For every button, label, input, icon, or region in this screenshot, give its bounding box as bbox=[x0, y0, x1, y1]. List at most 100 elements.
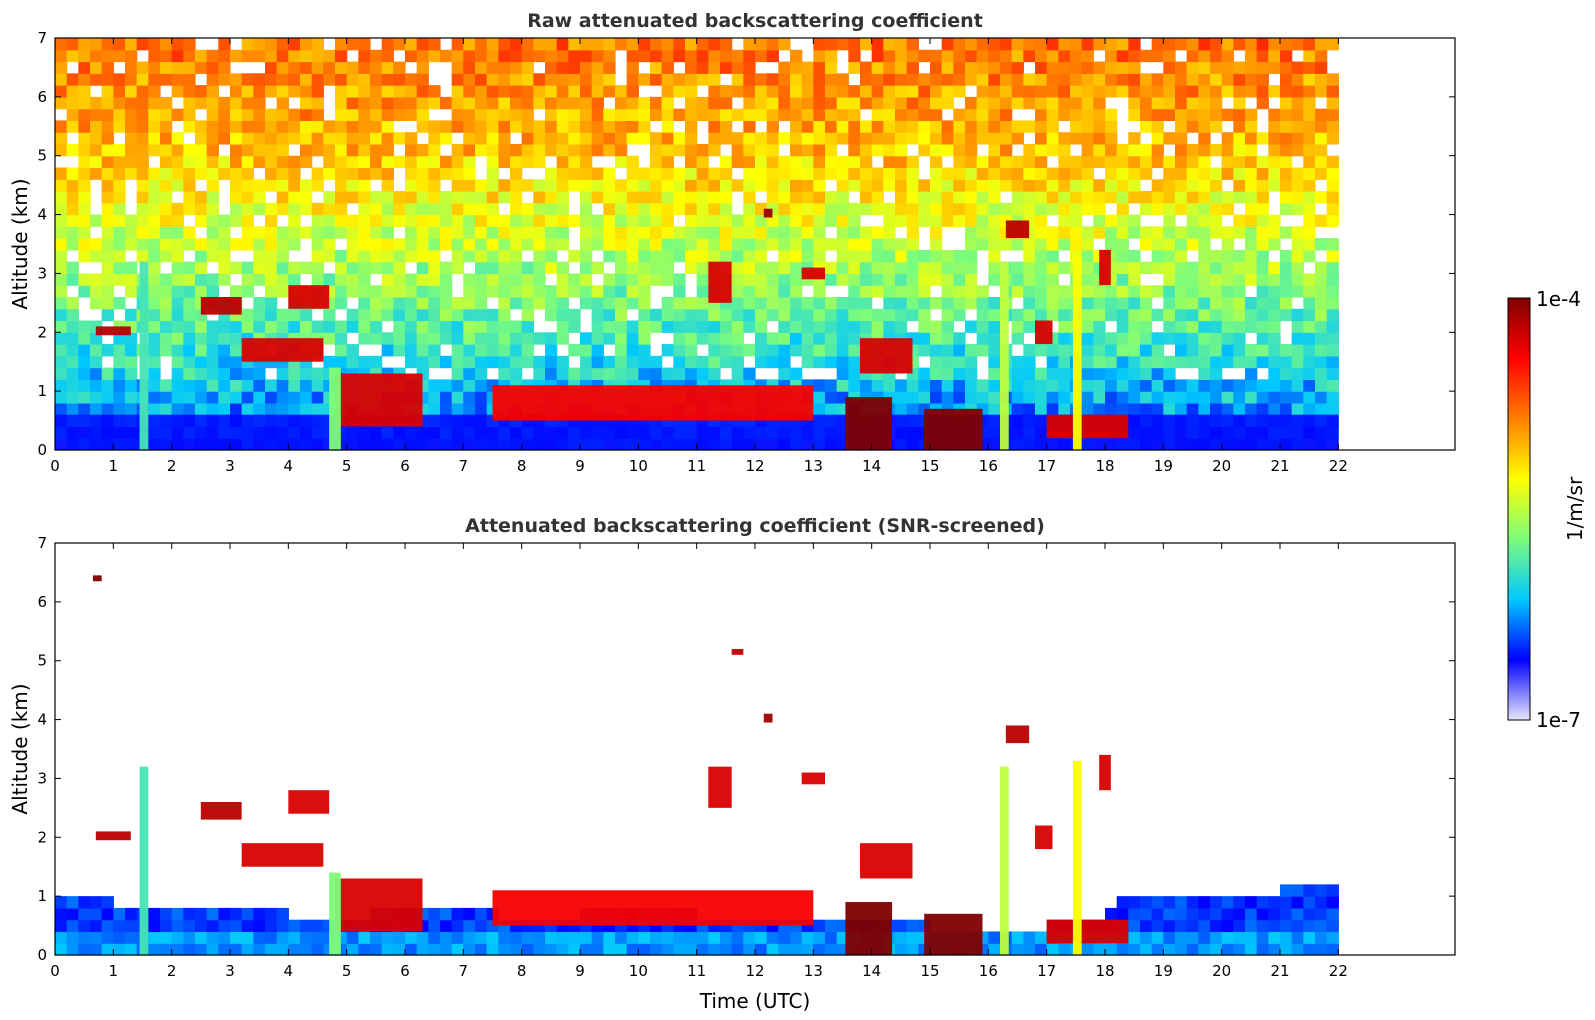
heatmap-cell bbox=[1011, 379, 1024, 392]
heatmap-cell bbox=[673, 367, 686, 380]
heatmap-cell bbox=[1058, 285, 1071, 298]
heatmap-cell bbox=[288, 202, 301, 216]
heatmap-cell bbox=[311, 379, 324, 392]
heatmap-cell bbox=[475, 120, 488, 133]
heatmap-cell bbox=[778, 332, 791, 345]
heatmap-cell bbox=[55, 179, 68, 192]
heatmap-cell bbox=[90, 167, 103, 180]
heatmap-cell bbox=[486, 143, 499, 157]
heatmap-cell bbox=[1140, 155, 1153, 169]
heatmap-cell bbox=[1291, 332, 1304, 345]
heatmap-cell bbox=[615, 344, 628, 357]
heatmap-cell bbox=[393, 320, 406, 333]
heatmap-cell bbox=[451, 907, 464, 921]
heatmap-cell bbox=[685, 167, 698, 180]
heatmap-cell bbox=[475, 931, 488, 944]
heatmap-cell bbox=[813, 238, 826, 251]
heatmap-cell bbox=[860, 38, 873, 51]
heatmap-cell bbox=[55, 61, 68, 74]
heatmap-cell bbox=[988, 38, 1001, 51]
heatmap-cell bbox=[1058, 132, 1071, 145]
heatmap-cell bbox=[1221, 73, 1234, 86]
heatmap-cell bbox=[591, 73, 604, 86]
heatmap-cell bbox=[755, 167, 768, 180]
heatmap-cell bbox=[1163, 49, 1176, 63]
heatmap-cell bbox=[1151, 132, 1164, 145]
heatmap-cell bbox=[195, 332, 208, 345]
heatmap-cell bbox=[895, 167, 908, 180]
heatmap-cell bbox=[1268, 49, 1281, 63]
heatmap-cell bbox=[1210, 143, 1223, 157]
heatmap-cell bbox=[440, 132, 453, 145]
heatmap-cell bbox=[78, 179, 91, 192]
heatmap-cell bbox=[475, 61, 488, 74]
heatmap-cell bbox=[300, 108, 313, 121]
panel-raw-ylabel: Altitude (km) bbox=[8, 178, 32, 309]
heatmap-cell bbox=[1128, 379, 1141, 392]
heatmap-cell bbox=[638, 285, 651, 298]
heatmap-cell bbox=[580, 355, 593, 369]
heatmap-cell bbox=[498, 308, 511, 322]
raw-cloud-8 bbox=[763, 208, 773, 218]
heatmap-cell bbox=[720, 61, 733, 74]
heatmap-cell bbox=[1210, 896, 1223, 909]
heatmap-cell bbox=[78, 155, 91, 169]
heatmap-cell bbox=[183, 261, 196, 275]
heatmap-cell bbox=[813, 179, 826, 192]
heatmap-cell bbox=[66, 273, 79, 286]
heatmap-cell bbox=[1046, 96, 1059, 110]
heatmap-cell bbox=[300, 73, 313, 86]
heatmap-cell bbox=[556, 108, 569, 121]
heatmap-cell bbox=[276, 202, 289, 216]
heatmap-cell bbox=[976, 226, 989, 239]
heatmap-cell bbox=[673, 85, 686, 98]
heatmap-cell bbox=[871, 285, 884, 298]
heatmap-cell bbox=[1175, 179, 1188, 192]
heatmap-cell bbox=[1186, 49, 1199, 63]
heatmap-cell bbox=[1035, 49, 1048, 63]
heatmap-cell bbox=[125, 261, 138, 275]
heatmap-cell bbox=[1186, 355, 1199, 369]
heatmap-cell bbox=[790, 931, 803, 944]
heatmap-cell bbox=[451, 296, 464, 310]
heatmap-cell bbox=[813, 308, 826, 322]
heatmap-cell bbox=[685, 943, 698, 956]
heatmap-cell bbox=[428, 261, 441, 275]
heatmap-cell bbox=[673, 202, 686, 216]
heatmap-cell bbox=[568, 73, 581, 86]
heatmap-cell bbox=[1280, 907, 1293, 921]
heatmap-cell bbox=[276, 108, 289, 121]
heatmap-cell bbox=[941, 143, 954, 157]
heatmap-cell bbox=[533, 132, 546, 145]
heatmap-cell bbox=[521, 38, 534, 51]
heatmap-cell bbox=[253, 919, 266, 933]
heatmap-cell bbox=[1245, 907, 1258, 921]
heatmap-cell bbox=[183, 367, 196, 380]
heatmap-cell bbox=[755, 355, 768, 369]
heatmap-cell bbox=[988, 249, 1001, 263]
heatmap-cell bbox=[965, 49, 978, 63]
heatmap-cell bbox=[1081, 85, 1094, 98]
heatmap-cell bbox=[650, 367, 663, 380]
heatmap-cell bbox=[311, 214, 324, 227]
x-tick-label: 10 bbox=[629, 457, 648, 475]
heatmap-cell bbox=[790, 296, 803, 310]
heatmap-cell bbox=[615, 85, 628, 98]
heatmap-cell bbox=[848, 249, 861, 263]
heatmap-cell bbox=[930, 238, 943, 251]
heatmap-cell bbox=[1000, 85, 1013, 98]
heatmap-cell bbox=[498, 214, 511, 227]
heatmap-cell bbox=[731, 273, 744, 286]
heatmap-cell bbox=[1011, 273, 1024, 286]
heatmap-cell bbox=[1291, 249, 1304, 263]
heatmap-cell bbox=[405, 38, 418, 51]
heatmap-cell bbox=[580, 85, 593, 98]
heatmap-cell bbox=[1035, 273, 1048, 286]
heatmap-cell bbox=[113, 49, 126, 63]
heatmap-cell bbox=[230, 907, 243, 921]
heatmap-cell bbox=[1291, 38, 1304, 51]
heatmap-cell bbox=[1058, 73, 1071, 86]
heatmap-cell bbox=[556, 320, 569, 333]
heatmap-cell bbox=[475, 285, 488, 298]
heatmap-cell bbox=[953, 49, 966, 63]
